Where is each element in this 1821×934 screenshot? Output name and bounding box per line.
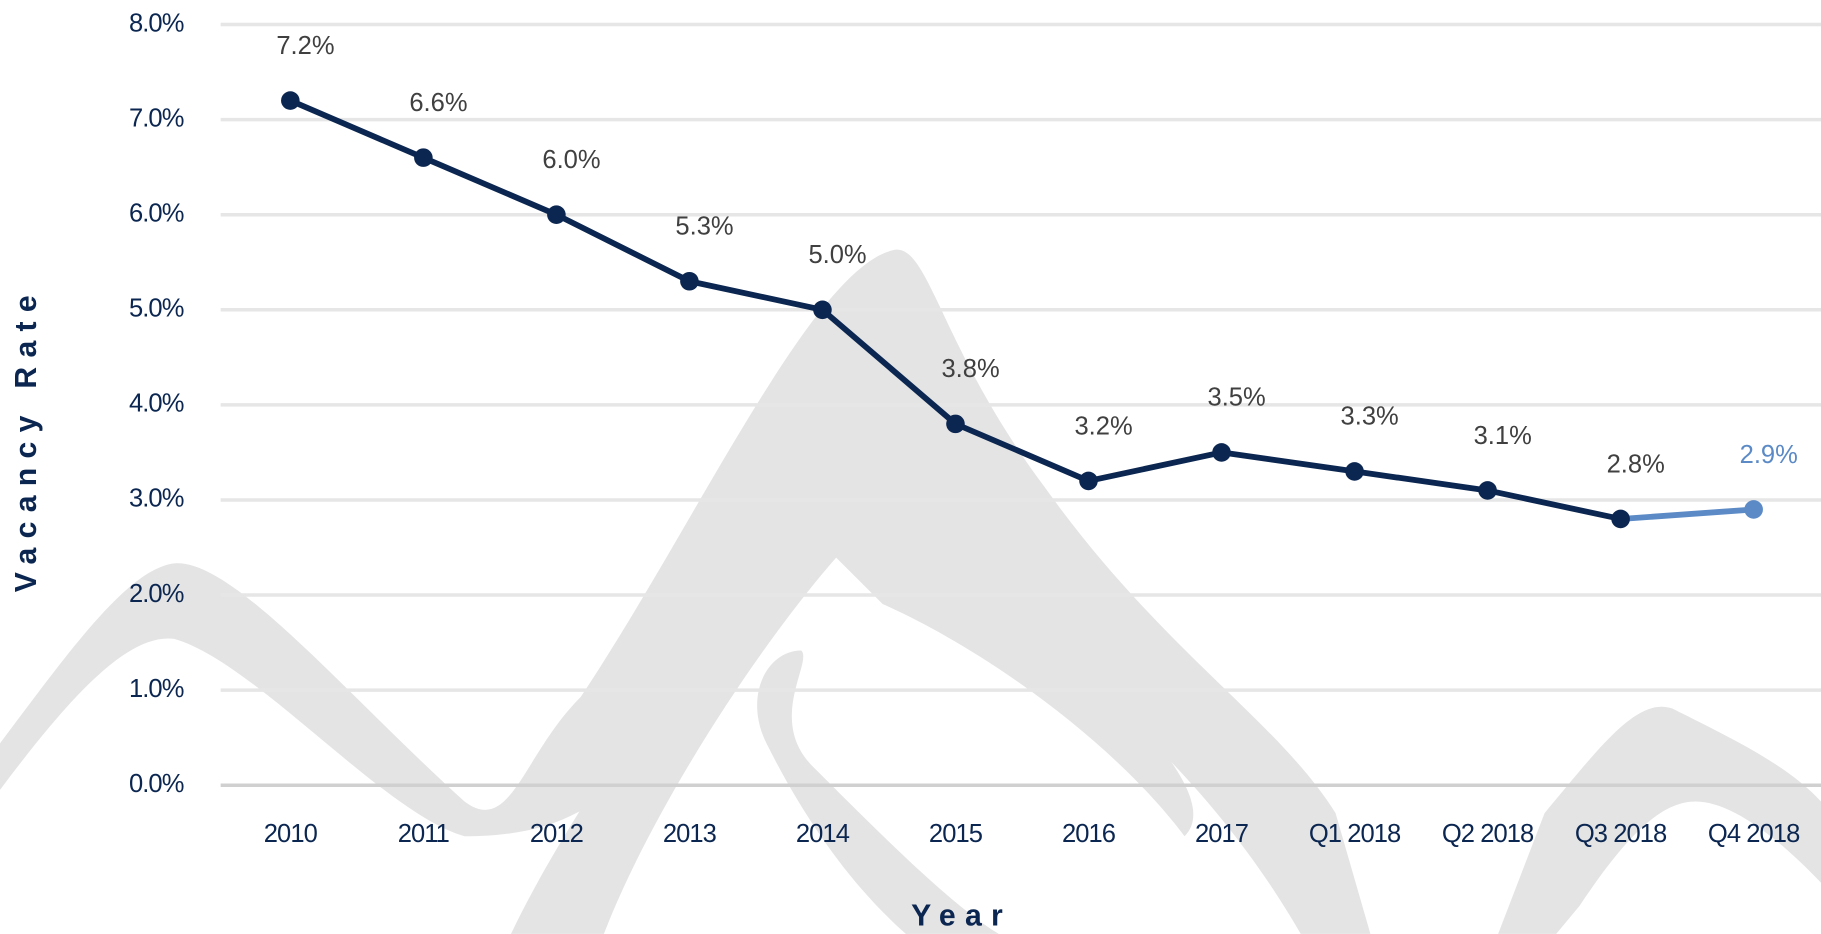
data-label: 5.3% [675, 213, 733, 241]
data-label: 3.1% [1474, 422, 1532, 450]
data-label: 2.9% [1740, 441, 1798, 469]
marker [1345, 462, 1364, 481]
marker [1079, 472, 1098, 491]
x-tick-label: Q2 2018 [1442, 820, 1534, 848]
marker [813, 300, 832, 319]
marker [680, 272, 699, 291]
data-label: 7.2% [276, 32, 334, 60]
data-label: 2.8% [1607, 450, 1665, 478]
marker [1611, 510, 1630, 529]
x-tick-label: 2010 [264, 820, 318, 848]
x-tick-label: 2015 [929, 820, 983, 848]
data-label: 3.3% [1341, 403, 1399, 431]
y-tick-label: 2.0% [129, 580, 184, 608]
marker [1212, 443, 1231, 462]
data-label: 5.0% [808, 241, 866, 269]
x-tick-label: 2017 [1195, 820, 1248, 848]
y-tick-label: 6.0% [129, 199, 184, 227]
data-label: 6.6% [409, 89, 467, 117]
y-tick-label: 3.0% [129, 485, 184, 513]
x-tick-label: 2011 [398, 820, 449, 848]
y-tick-label: 7.0% [129, 104, 184, 132]
data-label: 3.5% [1208, 384, 1266, 412]
marker [547, 205, 566, 224]
marker [946, 415, 965, 434]
x-axis-title: Year [911, 900, 1012, 933]
y-tick-label: 1.0% [129, 675, 184, 703]
marker [1478, 481, 1497, 500]
chart: Year Vacancy Rate 0.0% 1.0% 2.0% 3.0% 4.0% 5.… [0, 0, 1821, 934]
y-axis-title: Vacancy Rate [10, 286, 43, 592]
y-tick-label: 4.0% [129, 390, 184, 418]
data-label: 3.2% [1074, 412, 1132, 440]
x-tick-label: Q1 2018 [1309, 820, 1401, 848]
line [1621, 509, 1754, 519]
marker [414, 148, 433, 167]
data-label: 3.8% [941, 355, 999, 383]
marker [281, 91, 300, 110]
marker [1744, 500, 1763, 519]
y-tick-label: 8.0% [129, 9, 184, 37]
x-tick-label: Q4 2018 [1708, 820, 1800, 848]
x-tick-label: Q3 2018 [1575, 820, 1667, 848]
x-tick-label: 2012 [530, 820, 583, 848]
x-tick-label: 2013 [663, 820, 717, 848]
data-label: 6.0% [542, 146, 600, 174]
x-tick-label: 2016 [1062, 820, 1116, 848]
x-tick-label: 2014 [796, 820, 850, 848]
y-tick-label: 5.0% [129, 295, 184, 323]
y-tick-label: 0.0% [129, 770, 184, 798]
